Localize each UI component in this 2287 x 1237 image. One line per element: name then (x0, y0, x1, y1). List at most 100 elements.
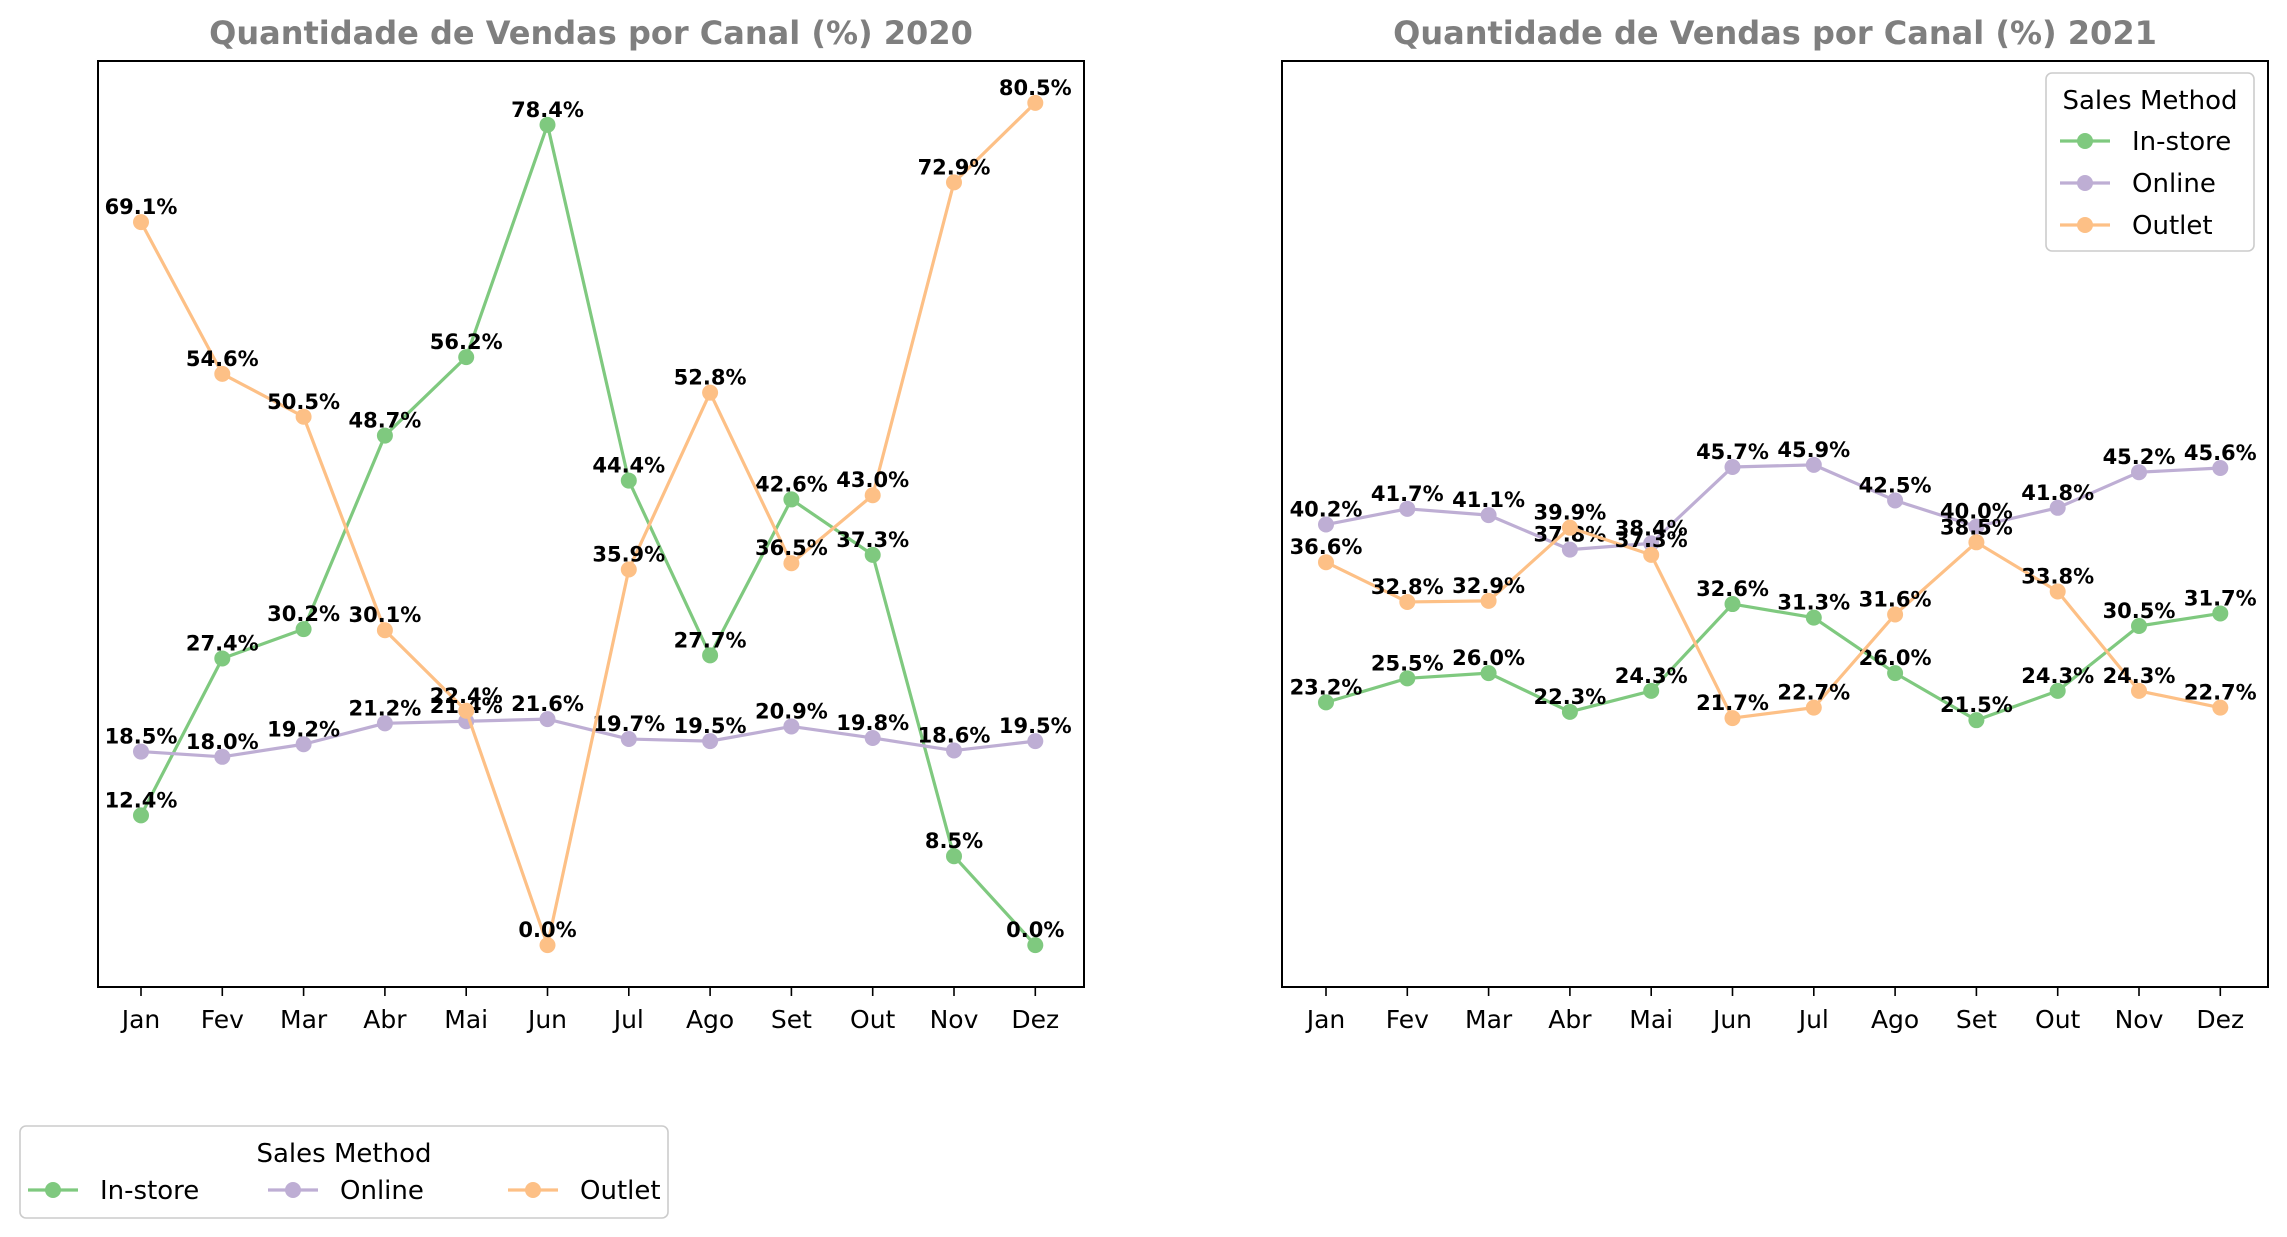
chart-title: Quantidade de Vendas por Canal (%) 2020 (209, 14, 973, 52)
data-point-outlet-jul (620, 561, 637, 578)
legend-entry-outlet: Outlet (2060, 211, 2213, 241)
data-label-in-store-set: 21.5% (1940, 693, 2013, 717)
data-point-online-dez (2212, 460, 2229, 477)
x-tick-label-nov: Nov (930, 1005, 979, 1034)
data-label-in-store-ago: 27.7% (674, 628, 747, 652)
data-point-in-store-mar (1480, 665, 1497, 682)
data-point-outlet-abr (376, 622, 393, 639)
x-tick-label-mai: Mai (444, 1005, 488, 1034)
legend-2021: Sales Method In-store Online Outlet (2045, 72, 2255, 252)
series-in-store: 12.4% 27.4% 30.2% 48.7% 56.2% 78.4% 44.4% 27.7%… (105, 98, 1064, 954)
data-label-online-jul: 45.9% (1777, 438, 1850, 462)
data-point-online-jun (539, 711, 556, 728)
data-label-outlet-jul: 22.7% (1777, 681, 1850, 705)
data-point-online-dez (1027, 733, 1044, 750)
x-tick-label-fev: Fev (1386, 1005, 1429, 1034)
legend-label-in-store: In-store (100, 1176, 199, 1206)
data-label-in-store-abr: 22.3% (1533, 685, 1606, 709)
data-point-online-jan (133, 743, 149, 760)
legend-label-outlet: Outlet (580, 1176, 661, 1206)
data-label-online-set: 40.0% (1940, 500, 2013, 524)
x-tick-label-fev: Fev (201, 1005, 244, 1034)
data-point-outlet-ago (702, 384, 719, 401)
data-label-online-mar: 41.1% (1452, 488, 1525, 512)
data-point-online-out (864, 729, 881, 746)
data-point-online-jun (1724, 458, 1741, 475)
data-label-in-store-out: 37.3% (836, 528, 909, 552)
data-point-outlet-jun (539, 937, 556, 954)
data-label-online-ago: 42.5% (1859, 473, 1932, 497)
x-tick-label-jan: Jan (1305, 1005, 1346, 1034)
data-point-online-set (1968, 518, 1985, 535)
data-point-in-store-jun (1724, 596, 1741, 613)
legend-frame (19, 1125, 669, 1219)
data-label-online-jun: 45.7% (1696, 440, 1769, 464)
data-point-online-ago (1887, 492, 1904, 509)
data-point-in-store-fev (214, 650, 231, 667)
x-tick-label-jun: Jun (526, 1005, 567, 1034)
data-point-outlet-mar (295, 408, 312, 425)
series-line-online (1325, 463, 2221, 552)
x-tick-label-jul: Jul (1797, 1005, 1829, 1034)
data-point-in-store-set (1968, 712, 1985, 729)
data-label-in-store-fev: 27.4% (186, 631, 259, 655)
data-label-online-ago: 19.5% (674, 714, 747, 738)
data-label-in-store-dez: 0.0% (1006, 918, 1064, 942)
legend-marker-in-store (2077, 133, 2093, 149)
data-point-online-nov (2131, 464, 2147, 481)
legend-title: Sales Method (257, 1139, 432, 1169)
data-point-in-store-abr (1561, 703, 1578, 720)
legend-entry-online: Online (268, 1176, 424, 1206)
data-label-online-fev: 18.0% (186, 730, 259, 754)
data-label-outlet-mar: 32.9% (1452, 574, 1525, 598)
data-label-in-store-mai: 56.2% (430, 330, 503, 354)
data-label-in-store-mar: 30.2% (267, 602, 340, 626)
data-label-outlet-jan: 36.6% (1290, 535, 1363, 559)
data-point-outlet-out (864, 487, 881, 504)
x-tick-label-mai: Mai (1629, 1005, 1673, 1034)
data-point-online-abr (376, 715, 393, 732)
chart-2020: Quantidade de Vendas por Canal (%) 2020 J… (97, 14, 1085, 1034)
data-point-in-store-mai (458, 349, 475, 366)
data-point-online-mar (295, 736, 312, 753)
plot-frame (1281, 60, 2269, 988)
data-point-outlet-jun (1724, 710, 1741, 727)
data-label-in-store-fev: 25.5% (1371, 651, 1444, 675)
x-tick-label-out: Out (2035, 1005, 2081, 1034)
data-point-outlet-ago (1887, 606, 1904, 623)
data-point-online-set (783, 718, 800, 735)
data-label-outlet-abr: 30.1% (348, 603, 421, 627)
x-tick-label-nov: Nov (2115, 1005, 2164, 1034)
data-point-outlet-nov (946, 174, 962, 191)
data-point-online-out (2049, 499, 2066, 516)
data-label-online-nov: 45.2% (2103, 445, 2176, 469)
legend-marker-online (285, 1182, 301, 1198)
data-label-outlet-abr: 39.9% (1533, 501, 1606, 525)
data-label-outlet-jun: 0.0% (518, 918, 576, 942)
data-label-in-store-mai: 24.3% (1615, 664, 1688, 688)
data-point-in-store-fev (1399, 670, 1416, 687)
x-tick-label-abr: Abr (363, 1005, 407, 1034)
data-label-outlet-mar: 50.5% (267, 390, 340, 414)
legend-label-online: Online (2132, 169, 2216, 199)
series-line-outlet (139, 101, 1037, 947)
x-tick-label-ago: Ago (686, 1005, 734, 1034)
data-point-in-store-dez (1027, 937, 1044, 954)
data-point-in-store-mar (295, 621, 312, 638)
data-point-in-store-abr (376, 427, 393, 444)
legend-marker-outlet (2077, 217, 2093, 233)
data-label-outlet-out: 33.8% (2021, 564, 2094, 588)
data-label-in-store-dez: 31.7% (2184, 586, 2257, 610)
data-point-in-store-mai (1643, 682, 1660, 699)
data-label-in-store-jun: 32.6% (1696, 577, 1769, 601)
data-label-online-mar: 19.2% (267, 717, 340, 741)
legend-entry-in-store: In-store (2060, 127, 2231, 157)
legend-entry-in-store: In-store (28, 1176, 199, 1206)
data-label-outlet-fev: 32.8% (1371, 575, 1444, 599)
data-label-outlet-dez: 80.5% (999, 76, 1072, 100)
data-point-outlet-dez (2212, 699, 2229, 716)
data-point-online-abr (1561, 541, 1578, 558)
data-point-online-jan (1318, 516, 1334, 533)
data-label-online-out: 19.8% (836, 711, 909, 735)
data-label-outlet-nov: 72.9% (918, 155, 991, 179)
